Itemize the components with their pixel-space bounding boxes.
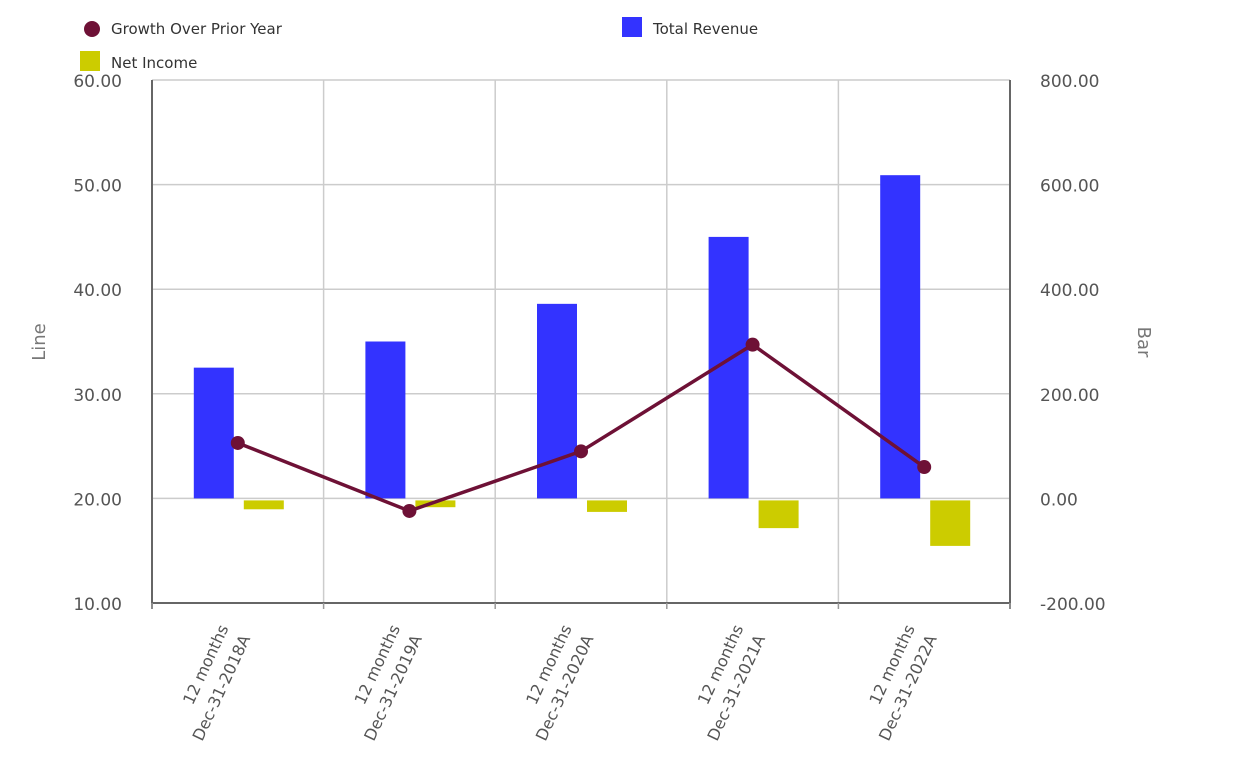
x-category-label: 12 monthsDec-31-2018A [167, 622, 254, 744]
x-category-label: 12 monthsDec-31-2021A [682, 622, 769, 744]
legend-label-growth-over-prior-year: Growth Over Prior Year [111, 20, 283, 38]
bar-total-revenue [880, 175, 921, 499]
left-axis-title: Line [29, 323, 50, 361]
x-category-label: 12 monthsDec-31-2022A [853, 622, 940, 744]
bar-net-income [587, 500, 627, 512]
bar-net-income [758, 500, 799, 529]
right-tick-label: 400.00 [1040, 281, 1099, 301]
line-growth-over-prior-year [237, 342, 926, 513]
point-growth-over-prior-year [917, 460, 932, 475]
right-tick-label: 0.00 [1040, 490, 1078, 510]
right-axis-title: Bar [1133, 327, 1154, 358]
point-growth-over-prior-year [402, 503, 417, 518]
point-growth-over-prior-year [574, 444, 588, 459]
left-tick-label: 20.00 [73, 490, 122, 510]
right-tick-label: 800.00 [1040, 72, 1099, 92]
bar-net-income [930, 500, 971, 546]
point-growth-over-prior-year [230, 435, 245, 450]
point-growth-over-prior-year [745, 337, 760, 352]
legend-label-total-revenue: Total Revenue [652, 20, 758, 38]
bar-total-revenue [537, 303, 577, 499]
legend-marker-growth-over-prior-year [84, 21, 100, 37]
bar-total-revenue [193, 367, 234, 499]
right-tick-label: -200.00 [1040, 595, 1106, 615]
x-category-label: 12 monthsDec-31-2020A [510, 622, 597, 744]
right-tick-label: 600.00 [1040, 177, 1099, 197]
bar-total-revenue [365, 341, 406, 499]
legend-marker-net-income [80, 51, 100, 71]
x-category-label: 12 monthsDec-31-2019A [338, 622, 425, 744]
legend-marker-total-revenue [622, 17, 642, 37]
bar-net-income [243, 500, 284, 510]
legend-label-net-income: Net Income [111, 54, 197, 72]
right-tick-label: 200.00 [1040, 386, 1099, 406]
left-tick-label: 30.00 [73, 386, 122, 406]
left-tick-label: 50.00 [73, 177, 122, 197]
left-tick-label: 10.00 [73, 595, 122, 615]
left-tick-label: 60.00 [73, 72, 122, 92]
bar-net-income [415, 500, 456, 508]
left-tick-label: 40.00 [73, 281, 122, 301]
